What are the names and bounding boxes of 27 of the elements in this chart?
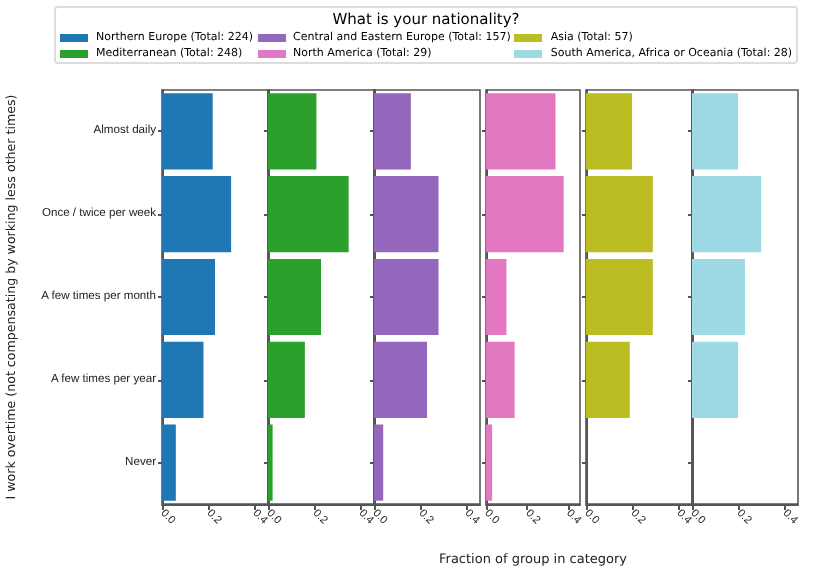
bar xyxy=(268,93,317,170)
bar xyxy=(486,341,515,418)
bar xyxy=(692,176,762,253)
bar xyxy=(586,258,653,336)
bar xyxy=(486,176,564,253)
bar xyxy=(586,176,653,253)
bar xyxy=(374,93,411,170)
bar xyxy=(268,341,305,418)
bar xyxy=(374,176,439,253)
bar xyxy=(374,424,384,501)
bar xyxy=(586,341,630,418)
bar xyxy=(692,258,745,336)
bar xyxy=(268,258,321,336)
bar xyxy=(586,93,633,170)
bar xyxy=(162,424,176,501)
bar xyxy=(374,341,427,418)
bar xyxy=(486,258,507,336)
bar xyxy=(162,258,215,336)
bar xyxy=(486,93,556,170)
bar xyxy=(162,93,213,170)
bar xyxy=(486,424,493,501)
bar xyxy=(162,176,232,253)
bar xyxy=(374,258,439,336)
bar xyxy=(162,341,204,418)
bar xyxy=(268,176,349,253)
bar xyxy=(692,93,739,170)
bar xyxy=(692,341,739,418)
